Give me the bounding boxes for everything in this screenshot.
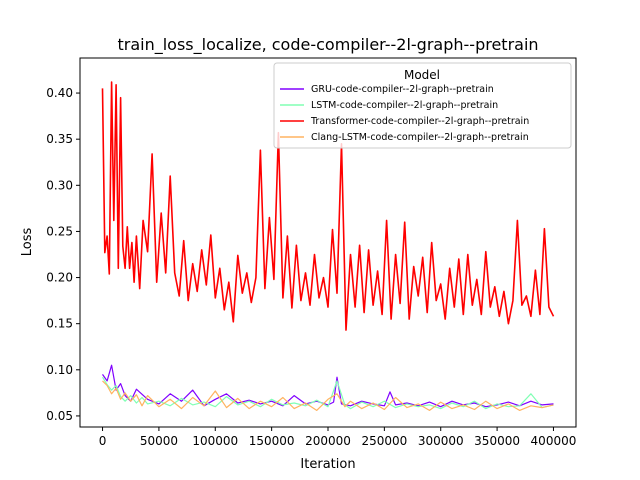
legend-box	[273, 62, 572, 149]
legend-label: GRU-code-compiler--2l-graph--pretrain	[311, 84, 494, 95]
y-axis: 0.05 0.10 0.15 0.20 0.25 0.30 0.35 0.40	[46, 86, 80, 423]
legend-entries: GRU-code-compiler--2l-graph--pretrain LST…	[280, 84, 529, 143]
series-line-4	[102, 380, 554, 411]
x-tick-label: 350000	[474, 434, 520, 448]
y-axis-label: Loss	[20, 228, 35, 257]
x-tick-label: 300000	[418, 434, 464, 448]
y-tick-label: 0.40	[46, 86, 73, 100]
x-tick-label: 150000	[249, 434, 295, 448]
legend-label: LSTM-code-compiler--2l-graph--pretrain	[311, 100, 498, 111]
y-tick-label: 0.20	[46, 271, 73, 285]
legend-label: Transformer-code-compiler--2l-graph--pre…	[310, 116, 529, 127]
x-tick-label: 250000	[361, 434, 407, 448]
x-tick-label: 0	[99, 434, 107, 448]
legend-title: Model	[404, 68, 440, 82]
x-tick-label: 400000	[531, 434, 577, 448]
series-line-2	[101, 376, 554, 410]
x-tick-label: 50000	[140, 434, 178, 448]
series-line-3	[101, 81, 555, 331]
legend: Model GRU-code-compiler--2l-graph--pretr…	[273, 62, 572, 149]
x-axis: 0 50000 100000 150000 200000 250000 300000 3500…	[99, 427, 577, 448]
plot-frame	[79, 57, 577, 428]
y-tick-label: 0.05	[46, 409, 73, 423]
y-tick-label: 0.30	[46, 178, 73, 192]
legend-label: Clang-LSTM-code-compiler--2l-graph--pret…	[311, 132, 529, 143]
x-tick-label: 100000	[192, 434, 238, 448]
chart-title: train_loss_localize, code-compiler--2l-g…	[117, 35, 538, 55]
x-axis-label: Iteration	[300, 457, 355, 472]
y-tick-label: 0.15	[46, 317, 73, 331]
y-tick-label: 0.25	[46, 224, 73, 238]
plot-area	[101, 81, 555, 411]
y-tick-label: 0.35	[46, 132, 73, 146]
y-tick-label: 0.10	[46, 363, 73, 377]
x-tick-label: 200000	[305, 434, 351, 448]
